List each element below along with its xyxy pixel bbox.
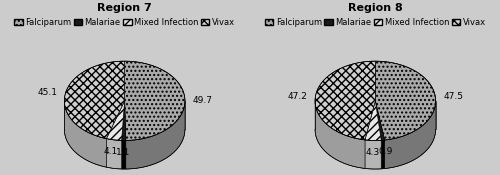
Polygon shape xyxy=(64,101,106,167)
Polygon shape xyxy=(122,141,126,169)
Text: 1.1: 1.1 xyxy=(116,148,130,157)
Text: 45.1: 45.1 xyxy=(37,88,57,97)
Polygon shape xyxy=(384,103,436,169)
Polygon shape xyxy=(126,102,185,169)
Text: 49.7: 49.7 xyxy=(193,96,213,105)
Polygon shape xyxy=(315,102,365,169)
Polygon shape xyxy=(381,140,384,169)
Polygon shape xyxy=(64,61,124,139)
Polygon shape xyxy=(365,140,381,169)
Polygon shape xyxy=(376,61,436,140)
Polygon shape xyxy=(315,61,376,140)
Polygon shape xyxy=(106,139,122,169)
Title: Region 7: Region 7 xyxy=(98,3,152,13)
Text: 0.9: 0.9 xyxy=(378,148,392,156)
Text: 4.3: 4.3 xyxy=(366,148,380,157)
Text: 4.1: 4.1 xyxy=(104,147,118,156)
Polygon shape xyxy=(122,101,126,141)
Legend: Falciparum, Malariae, Mixed Infection, Vivax: Falciparum, Malariae, Mixed Infection, V… xyxy=(262,15,489,30)
Title: Region 8: Region 8 xyxy=(348,3,403,13)
Polygon shape xyxy=(124,61,185,141)
Polygon shape xyxy=(106,101,124,141)
Legend: Falciparum, Malariae, Mixed Infection, Vivax: Falciparum, Malariae, Mixed Infection, V… xyxy=(11,15,238,30)
Text: 47.5: 47.5 xyxy=(444,92,464,101)
Polygon shape xyxy=(376,101,384,140)
Text: 47.2: 47.2 xyxy=(288,92,307,101)
Polygon shape xyxy=(365,101,381,141)
